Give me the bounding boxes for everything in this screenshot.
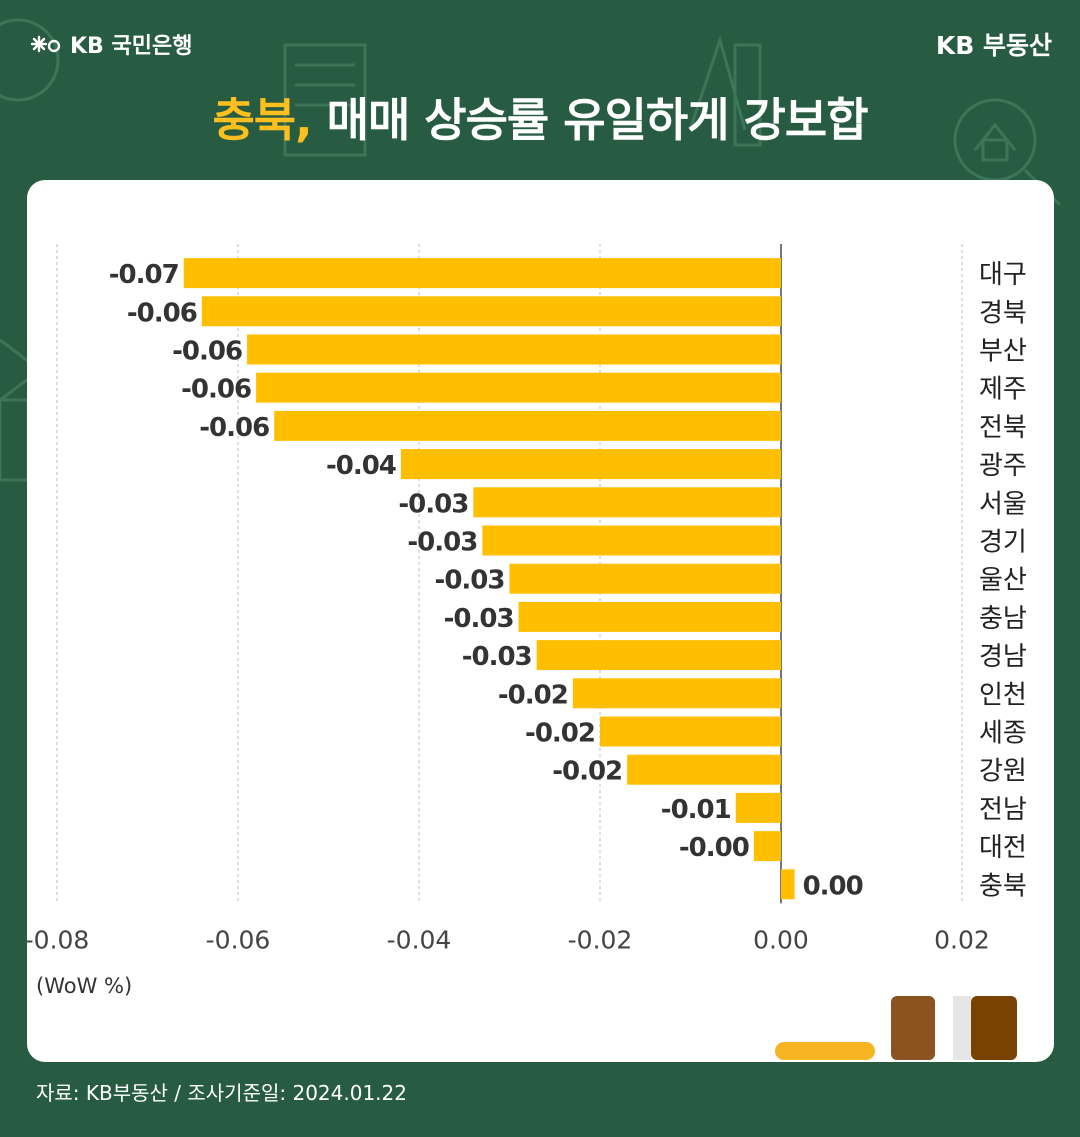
data-label: -0.03	[407, 528, 477, 558]
x-tick-label: 0.02	[934, 925, 990, 954]
category-label: 인천	[979, 680, 1027, 710]
chart-data-labels: -0.07-0.06-0.06-0.06-0.06-0.04-0.03-0.03…	[109, 260, 864, 901]
kb-real-estate-brand: KB 부동산	[935, 31, 1052, 60]
bar-경남	[536, 640, 781, 671]
category-label: 경기	[979, 528, 1027, 558]
bar-충북	[781, 869, 795, 900]
category-label: 충북	[979, 871, 1027, 901]
card-decoration	[775, 996, 1017, 1060]
bar-광주	[400, 449, 781, 480]
data-label: -0.04	[326, 451, 396, 481]
title-rest: 매매 상승률 유일하게 강보합	[311, 93, 869, 147]
page-title: 충북, 매매 상승률 유일하게 강보합	[0, 84, 1080, 150]
title-highlight: 충북,	[212, 93, 312, 147]
bar-경기	[482, 525, 781, 556]
data-label: -0.06	[199, 413, 269, 443]
bar-대전	[753, 831, 781, 862]
category-label: 부산	[979, 337, 1027, 367]
brand-left-text: KB 국민은행	[70, 34, 193, 59]
bar-chart: -0.07-0.06-0.06-0.06-0.06-0.04-0.03-0.03…	[27, 244, 1027, 1060]
data-label: -0.01	[661, 795, 731, 825]
data-label: -0.03	[444, 604, 514, 634]
data-label: -0.00	[679, 833, 749, 863]
data-label: -0.07	[109, 260, 179, 290]
bar-제주	[256, 372, 782, 403]
data-label: 0.00	[803, 871, 863, 901]
bar-전북	[274, 410, 781, 441]
x-tick-label: -0.06	[206, 925, 271, 954]
chart-bars	[183, 258, 795, 900]
decor-block-3	[971, 996, 1017, 1060]
bar-충남	[518, 601, 781, 632]
bar-서울	[473, 487, 781, 518]
unit-label: (WoW %)	[36, 974, 133, 998]
decor-block-2	[953, 996, 971, 1060]
data-label: -0.06	[172, 337, 242, 367]
x-tick-label: 0.00	[753, 925, 809, 954]
chart-x-ticks: -0.08 -0.06 -0.04 -0.02 0.00 0.02	[27, 925, 990, 954]
category-label: 광주	[979, 451, 1027, 481]
data-label: -0.06	[127, 298, 197, 328]
data-label: -0.02	[552, 757, 622, 787]
data-label: -0.03	[398, 489, 468, 519]
category-label: 세종	[979, 719, 1027, 749]
data-label: -0.03	[462, 642, 532, 672]
category-label: 대전	[979, 833, 1027, 863]
source-note: 자료: KB부동산 / 조사기준일: 2024.01.22	[36, 1081, 407, 1105]
category-label: 대구	[979, 260, 1027, 290]
bar-전남	[735, 792, 781, 823]
bar-경북	[201, 296, 782, 327]
data-label: -0.06	[181, 375, 251, 405]
category-label: 강원	[979, 757, 1027, 787]
category-label: 제주	[979, 375, 1027, 405]
bar-부산	[247, 334, 782, 365]
data-label: -0.03	[435, 566, 505, 596]
bar-세종	[600, 716, 781, 747]
category-label: 서울	[979, 489, 1027, 519]
category-label: 울산	[979, 566, 1027, 596]
category-label: 경북	[979, 298, 1027, 328]
kb-kookmin-logo: KB 국민은행	[28, 28, 192, 60]
x-tick-label: -0.04	[387, 925, 452, 954]
category-label: 전남	[979, 795, 1027, 825]
x-tick-label: -0.02	[568, 925, 633, 954]
category-label: 충남	[979, 604, 1027, 634]
bar-울산	[509, 563, 781, 594]
data-label: -0.02	[498, 680, 568, 710]
bar-강원	[627, 754, 781, 785]
category-label: 전북	[979, 413, 1027, 443]
data-label: -0.02	[525, 719, 595, 749]
kb-star-icon	[30, 35, 61, 53]
bar-인천	[572, 678, 781, 709]
decor-block-1	[891, 996, 935, 1060]
x-tick-label: -0.08	[27, 925, 89, 954]
bar-대구	[183, 258, 781, 289]
category-label: 경남	[979, 642, 1027, 672]
decor-pill	[775, 1042, 875, 1060]
